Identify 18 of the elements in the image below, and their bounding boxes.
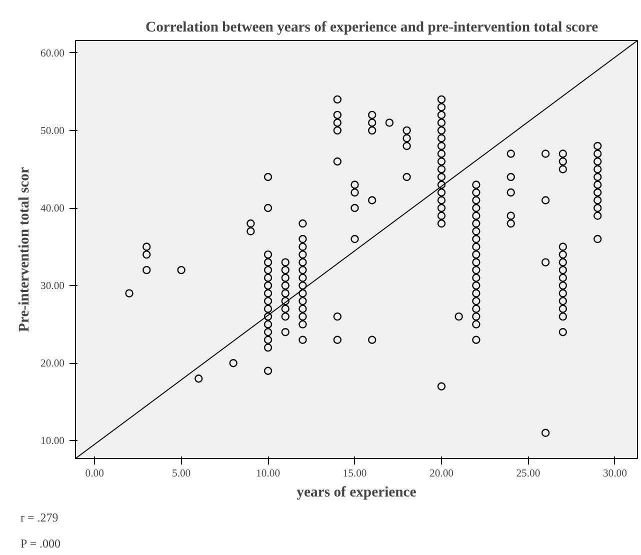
- x-tick-label: 25.00: [516, 468, 540, 480]
- chart-title: Correlation between years of experience and pre-intervention total score: [146, 20, 599, 36]
- x-axis-title: years of experience: [296, 484, 417, 500]
- y-tick-label: 50.00: [40, 126, 65, 137]
- x-tick-label: 10.00: [256, 468, 280, 480]
- y-tick-label: 40.00: [40, 204, 65, 215]
- x-tick-label: 30.00: [602, 468, 627, 480]
- y-axis-title: Pre-intervention total scor: [16, 166, 33, 332]
- text: P = .000: [20, 536, 60, 550]
- x-tick-label: 5.00: [172, 468, 191, 480]
- y-tick-label: 30.00: [40, 281, 65, 292]
- text: r = .279: [20, 510, 58, 524]
- y-tick-label: 60.00: [40, 48, 65, 60]
- x-tick-label: 20.00: [430, 468, 454, 480]
- x-tick-label: 15.00: [342, 468, 367, 480]
- y-tick-label: 10.00: [40, 436, 65, 448]
- y-tick-label: 20.00: [40, 358, 65, 370]
- x-tick-label: 0.00: [85, 468, 104, 480]
